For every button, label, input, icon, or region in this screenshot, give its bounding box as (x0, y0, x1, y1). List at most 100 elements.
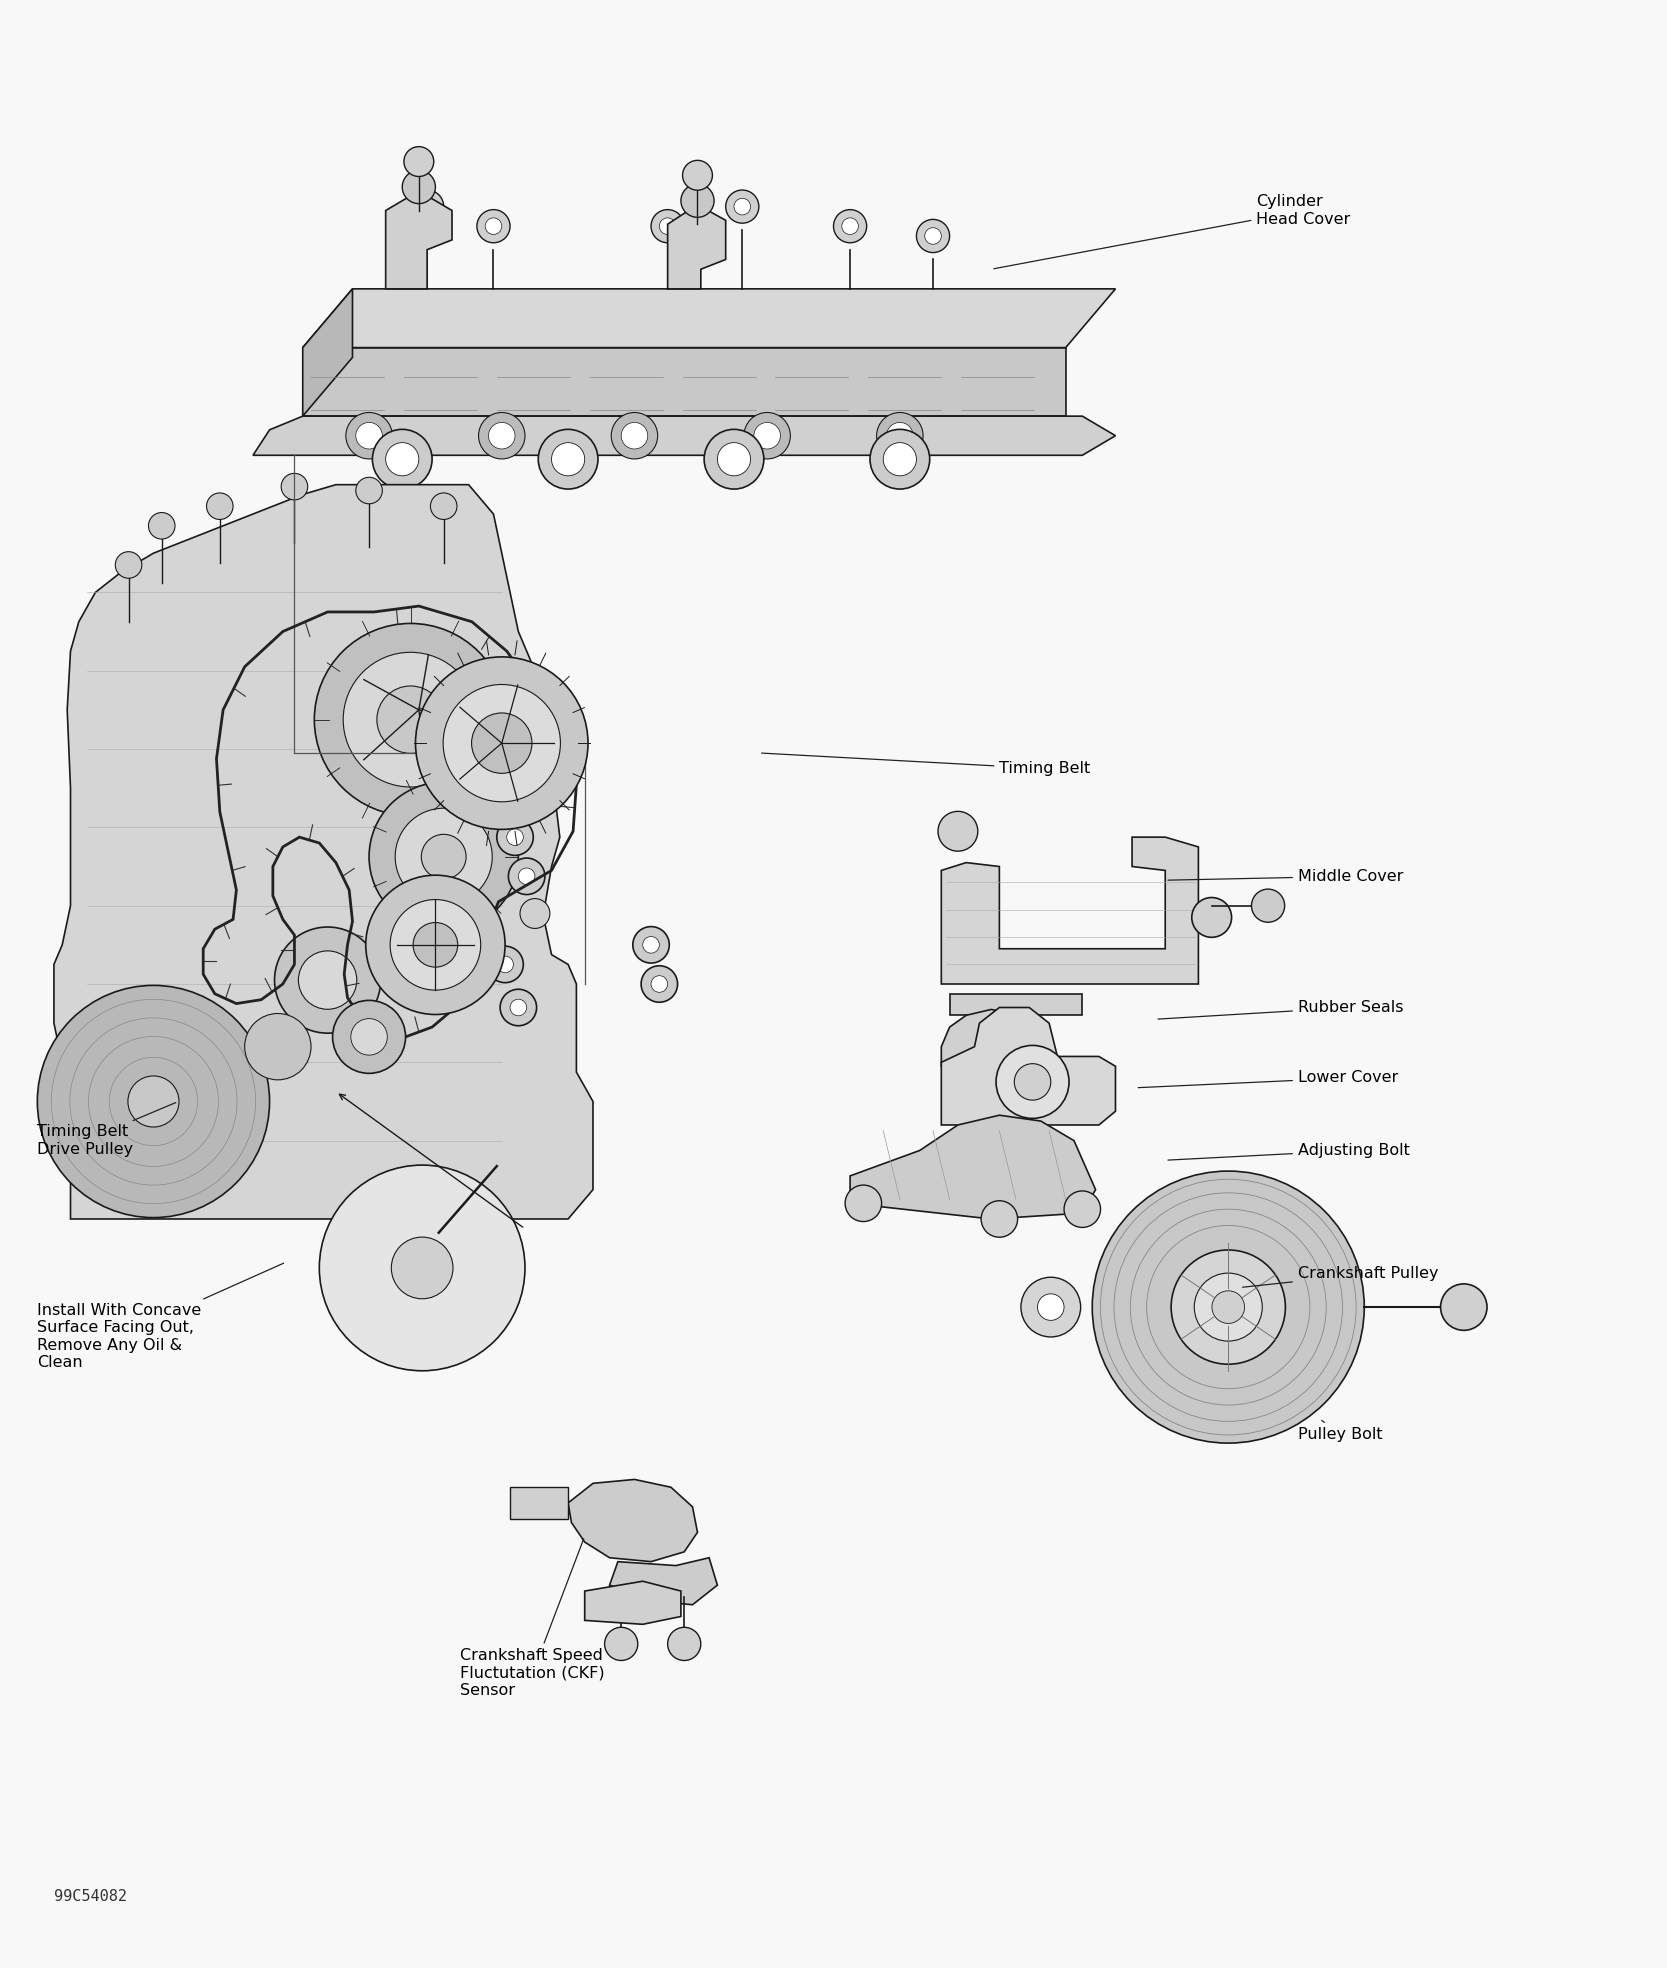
Circle shape (1172, 1250, 1285, 1364)
Polygon shape (53, 484, 593, 1218)
Text: Middle Cover: Middle Cover (1169, 868, 1404, 884)
Circle shape (472, 712, 532, 773)
Circle shape (320, 1165, 525, 1372)
Circle shape (402, 171, 435, 203)
Circle shape (377, 687, 443, 754)
Circle shape (355, 478, 382, 504)
Polygon shape (950, 994, 1082, 1015)
Text: Timing Belt
Drive Pulley: Timing Belt Drive Pulley (37, 1102, 175, 1157)
Circle shape (1194, 1273, 1262, 1340)
Circle shape (680, 185, 713, 216)
Polygon shape (303, 289, 352, 415)
Text: Adjusting Bolt: Adjusting Bolt (1169, 1143, 1410, 1159)
Circle shape (395, 809, 492, 905)
Circle shape (667, 1628, 700, 1661)
Circle shape (518, 868, 535, 884)
Circle shape (703, 429, 763, 490)
Circle shape (508, 858, 545, 895)
Circle shape (884, 443, 917, 476)
Circle shape (413, 923, 458, 966)
Circle shape (552, 443, 585, 476)
Circle shape (753, 423, 780, 449)
Circle shape (1014, 1063, 1050, 1100)
Circle shape (392, 1238, 453, 1299)
Circle shape (497, 819, 533, 856)
Circle shape (887, 423, 914, 449)
Circle shape (982, 1200, 1017, 1238)
Circle shape (485, 218, 502, 234)
Circle shape (443, 685, 560, 801)
Circle shape (1020, 1277, 1080, 1336)
Circle shape (477, 211, 510, 242)
Polygon shape (942, 1008, 1115, 1126)
Circle shape (128, 1076, 178, 1128)
Text: 99C54082: 99C54082 (53, 1889, 127, 1905)
Circle shape (1192, 897, 1232, 937)
Polygon shape (303, 348, 1065, 415)
Circle shape (497, 956, 513, 972)
Circle shape (115, 551, 142, 579)
Circle shape (917, 218, 950, 252)
Circle shape (1440, 1283, 1487, 1330)
Circle shape (834, 211, 867, 242)
Text: Install With Concave
Surface Facing Out,
Remove Any Oil &
Clean: Install With Concave Surface Facing Out,… (37, 1263, 283, 1370)
Circle shape (37, 986, 270, 1218)
Circle shape (315, 624, 507, 817)
Polygon shape (610, 1559, 717, 1604)
Circle shape (633, 927, 668, 962)
Circle shape (877, 413, 924, 459)
Circle shape (538, 429, 598, 490)
Circle shape (652, 211, 683, 242)
Text: Pulley Bolt: Pulley Bolt (1299, 1421, 1382, 1443)
Circle shape (520, 899, 550, 929)
Circle shape (682, 159, 712, 191)
Circle shape (997, 1045, 1069, 1118)
Circle shape (418, 199, 435, 215)
Circle shape (660, 218, 675, 234)
Text: Crankshaft Speed
Fluctutation (CKF)
Sensor: Crankshaft Speed Fluctutation (CKF) Sens… (460, 1539, 605, 1698)
Circle shape (870, 429, 930, 490)
Circle shape (1092, 1171, 1364, 1443)
Polygon shape (942, 1010, 1024, 1073)
Circle shape (385, 443, 418, 476)
Circle shape (148, 512, 175, 539)
Polygon shape (667, 205, 725, 289)
Circle shape (1064, 1191, 1100, 1228)
Circle shape (410, 191, 443, 222)
Text: Lower Cover: Lower Cover (1139, 1071, 1399, 1088)
Circle shape (642, 966, 677, 1002)
Circle shape (298, 951, 357, 1010)
Circle shape (925, 228, 942, 244)
Circle shape (350, 1019, 387, 1055)
Polygon shape (942, 836, 1199, 984)
Circle shape (415, 657, 588, 829)
Circle shape (345, 413, 392, 459)
Circle shape (507, 829, 523, 846)
Circle shape (390, 899, 480, 990)
Circle shape (605, 1628, 638, 1661)
Circle shape (422, 834, 467, 880)
Text: Rubber Seals: Rubber Seals (1159, 1000, 1404, 1019)
Circle shape (372, 429, 432, 490)
Polygon shape (568, 1480, 697, 1563)
Circle shape (1037, 1293, 1064, 1321)
Circle shape (733, 199, 750, 215)
Text: Cylinder
Head Cover: Cylinder Head Cover (994, 195, 1350, 270)
Circle shape (487, 947, 523, 982)
Circle shape (488, 423, 515, 449)
Circle shape (612, 413, 658, 459)
Circle shape (510, 1000, 527, 1015)
Circle shape (282, 474, 308, 500)
Polygon shape (253, 415, 1115, 455)
Circle shape (207, 492, 233, 520)
Circle shape (717, 443, 750, 476)
Circle shape (845, 1185, 882, 1222)
Circle shape (652, 976, 667, 992)
Circle shape (430, 492, 457, 520)
Circle shape (333, 1000, 405, 1073)
Circle shape (842, 218, 859, 234)
Circle shape (403, 148, 433, 177)
Circle shape (1212, 1291, 1245, 1322)
Circle shape (365, 876, 505, 1014)
Circle shape (478, 413, 525, 459)
